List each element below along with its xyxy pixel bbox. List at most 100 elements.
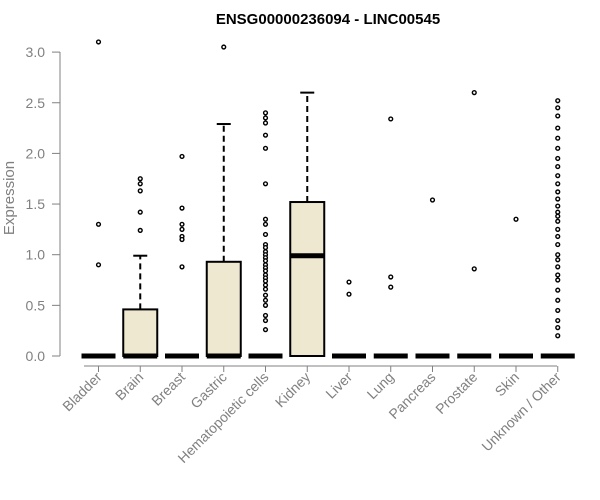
outlier-point xyxy=(179,236,185,243)
outlier-point xyxy=(137,227,143,233)
outlier-point xyxy=(555,325,561,331)
outlier-point xyxy=(555,113,561,119)
outlier-point xyxy=(555,307,561,314)
y-tick-label: 0.0 xyxy=(26,348,46,364)
box-group xyxy=(165,153,199,359)
outlier-point xyxy=(555,203,561,209)
outlier-point xyxy=(179,153,185,160)
outlier-point xyxy=(262,132,269,138)
outlier-point xyxy=(346,291,352,297)
outlier-point xyxy=(555,163,561,170)
outlier-point xyxy=(555,196,561,202)
outlier-point xyxy=(555,226,561,232)
x-tick-label: Lung xyxy=(364,369,397,402)
box-group xyxy=(122,176,159,359)
x-tick-label: Breast xyxy=(148,369,188,409)
box-rect xyxy=(205,260,242,357)
outlier-point xyxy=(262,181,269,187)
x-tick-label: Unknown / Other xyxy=(478,369,564,455)
outlier-point xyxy=(262,282,269,288)
outlier-point xyxy=(429,197,436,203)
x-tick-label: Bladder xyxy=(59,369,105,415)
x-tick-label: Kidney xyxy=(272,369,314,411)
outlier-point xyxy=(262,312,269,319)
outlier-point xyxy=(555,173,561,179)
x-tick-label: Brain xyxy=(112,369,146,403)
outlier-point xyxy=(555,218,561,224)
x-tick-label: Skin xyxy=(492,369,523,400)
outlier-point xyxy=(95,39,102,45)
outlier-point xyxy=(262,120,269,126)
y-tick-label: 3.0 xyxy=(26,44,46,60)
y-tick-label: 0.5 xyxy=(26,297,46,313)
outlier-point xyxy=(555,297,561,303)
y-tick-label: 2.0 xyxy=(26,145,46,161)
outlier-point xyxy=(262,327,269,333)
outlier-point xyxy=(262,302,269,308)
outlier-point xyxy=(555,252,561,258)
outlier-point xyxy=(555,189,561,195)
outlier-point xyxy=(388,274,394,280)
outlier-point xyxy=(555,145,561,151)
outlier-point xyxy=(137,188,143,194)
outlier-point xyxy=(555,257,561,263)
outlier-point xyxy=(471,266,477,272)
outlier-point xyxy=(179,221,185,227)
outlier-point xyxy=(262,231,269,238)
box-rect xyxy=(289,201,326,357)
x-tick-label: Prostate xyxy=(432,369,480,417)
outlier-point xyxy=(262,110,269,116)
outlier-point xyxy=(262,221,269,227)
outlier-point xyxy=(137,181,143,187)
outlier-point xyxy=(95,221,102,227)
box-group xyxy=(248,110,283,359)
y-axis-label: Expression xyxy=(1,161,18,235)
outlier-point xyxy=(555,277,561,283)
box-group xyxy=(540,98,575,359)
outlier-point xyxy=(555,264,561,270)
box-group xyxy=(289,91,326,357)
box-group xyxy=(332,279,366,359)
y-ticks: 0.0 0.5 1.0 1.5 2.0 2.5 3.0 xyxy=(26,44,60,364)
outlier-point xyxy=(555,105,561,111)
outlier-point xyxy=(262,216,269,222)
outlier-point xyxy=(179,205,185,211)
outlier-point xyxy=(262,145,269,151)
outlier-point xyxy=(555,317,561,324)
outlier-point xyxy=(555,272,561,278)
box-group xyxy=(415,197,450,359)
outlier-point xyxy=(262,317,269,324)
outlier-point xyxy=(555,333,561,339)
outlier-point xyxy=(262,278,269,284)
x-tick-label: Liver xyxy=(322,369,355,402)
outlier-point xyxy=(513,216,519,222)
outlier-point xyxy=(95,262,102,268)
outlier-point xyxy=(555,155,561,162)
outlier-point xyxy=(262,268,269,274)
outlier-point xyxy=(555,209,561,215)
outlier-point xyxy=(555,287,561,293)
outlier-point xyxy=(555,233,561,240)
outlier-point xyxy=(555,98,561,104)
outlier-point xyxy=(471,90,477,96)
outlier-point xyxy=(137,209,143,215)
boxes xyxy=(81,39,575,359)
outlier-point xyxy=(262,258,269,264)
outlier-point xyxy=(262,115,269,121)
outlier-point xyxy=(555,125,561,131)
outlier-point xyxy=(221,44,227,50)
outlier-point xyxy=(262,245,269,251)
outlier-point xyxy=(555,135,561,141)
box-group xyxy=(81,39,116,359)
outlier-point xyxy=(262,292,269,298)
box-group xyxy=(499,216,533,359)
outlier-point xyxy=(555,181,561,187)
box-group xyxy=(373,116,408,359)
box-group xyxy=(205,44,242,359)
outlier-point xyxy=(388,284,394,290)
box-rect xyxy=(122,308,159,358)
outlier-point xyxy=(179,264,185,270)
